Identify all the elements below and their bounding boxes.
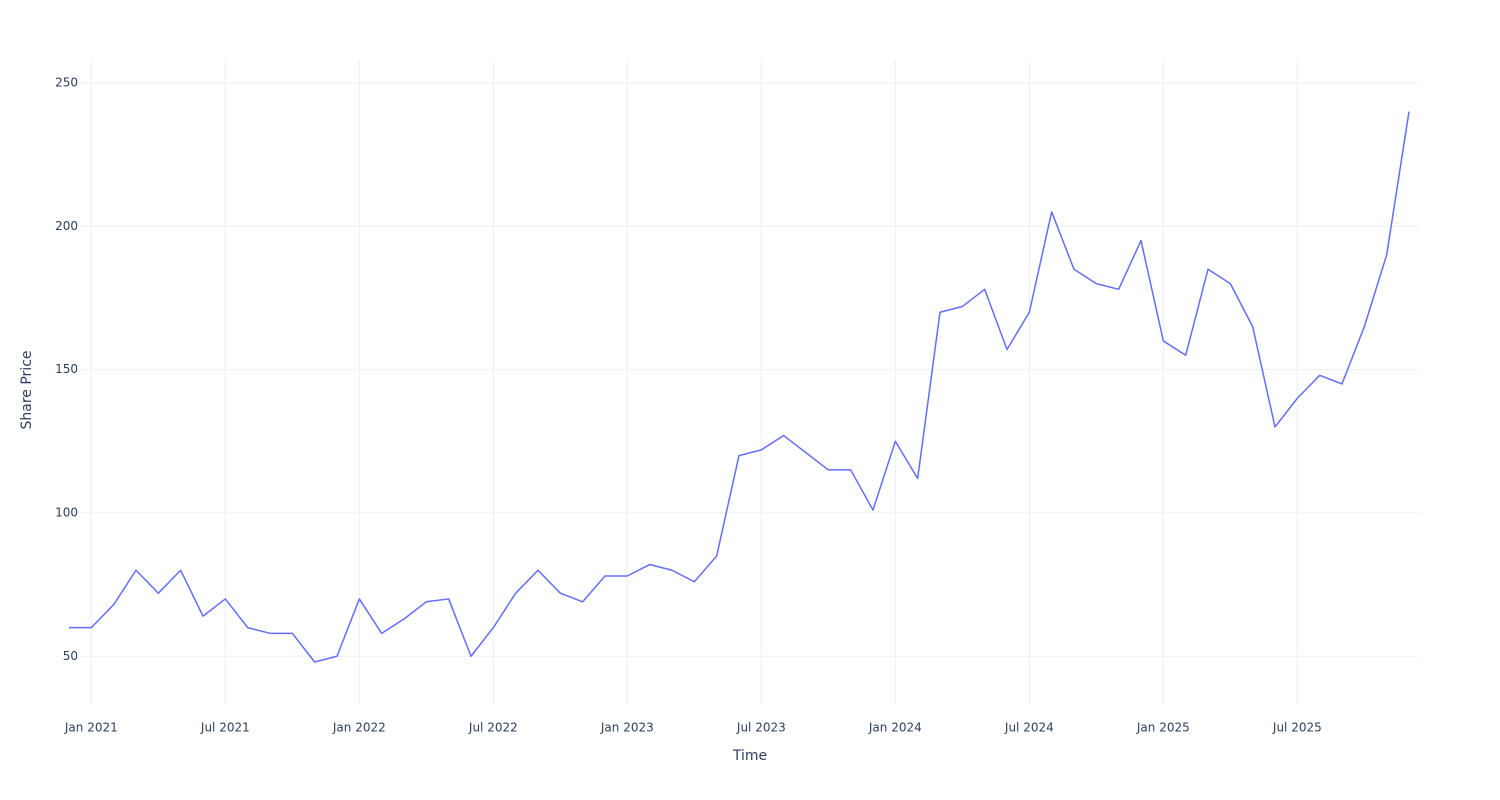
y-tick-label: 200 [55, 219, 78, 233]
price-line [69, 111, 1410, 663]
x-tick-label: Jan 2023 [600, 721, 654, 735]
x-tick-label: Jul 2025 [1272, 721, 1322, 735]
x-tick-label: Jul 2024 [1004, 721, 1054, 735]
x-tick-label: Jul 2023 [736, 721, 786, 735]
y-tick-label: 150 [55, 362, 78, 376]
y-tick-label: 100 [55, 505, 78, 519]
x-tick-label: Jan 2025 [1136, 721, 1190, 735]
y-tick-label: 50 [63, 649, 78, 663]
y-tick-label: 250 [55, 75, 78, 89]
x-tick-label: Jan 2024 [868, 721, 922, 735]
x-tick-label: Jul 2022 [468, 721, 518, 735]
y-axis-title: Share Price [19, 350, 35, 429]
x-axis-title: Time [732, 748, 767, 764]
x-tick-label: Jul 2021 [200, 721, 250, 735]
x-tick-label: Jan 2021 [64, 721, 118, 735]
x-tick-label: Jan 2022 [332, 721, 386, 735]
